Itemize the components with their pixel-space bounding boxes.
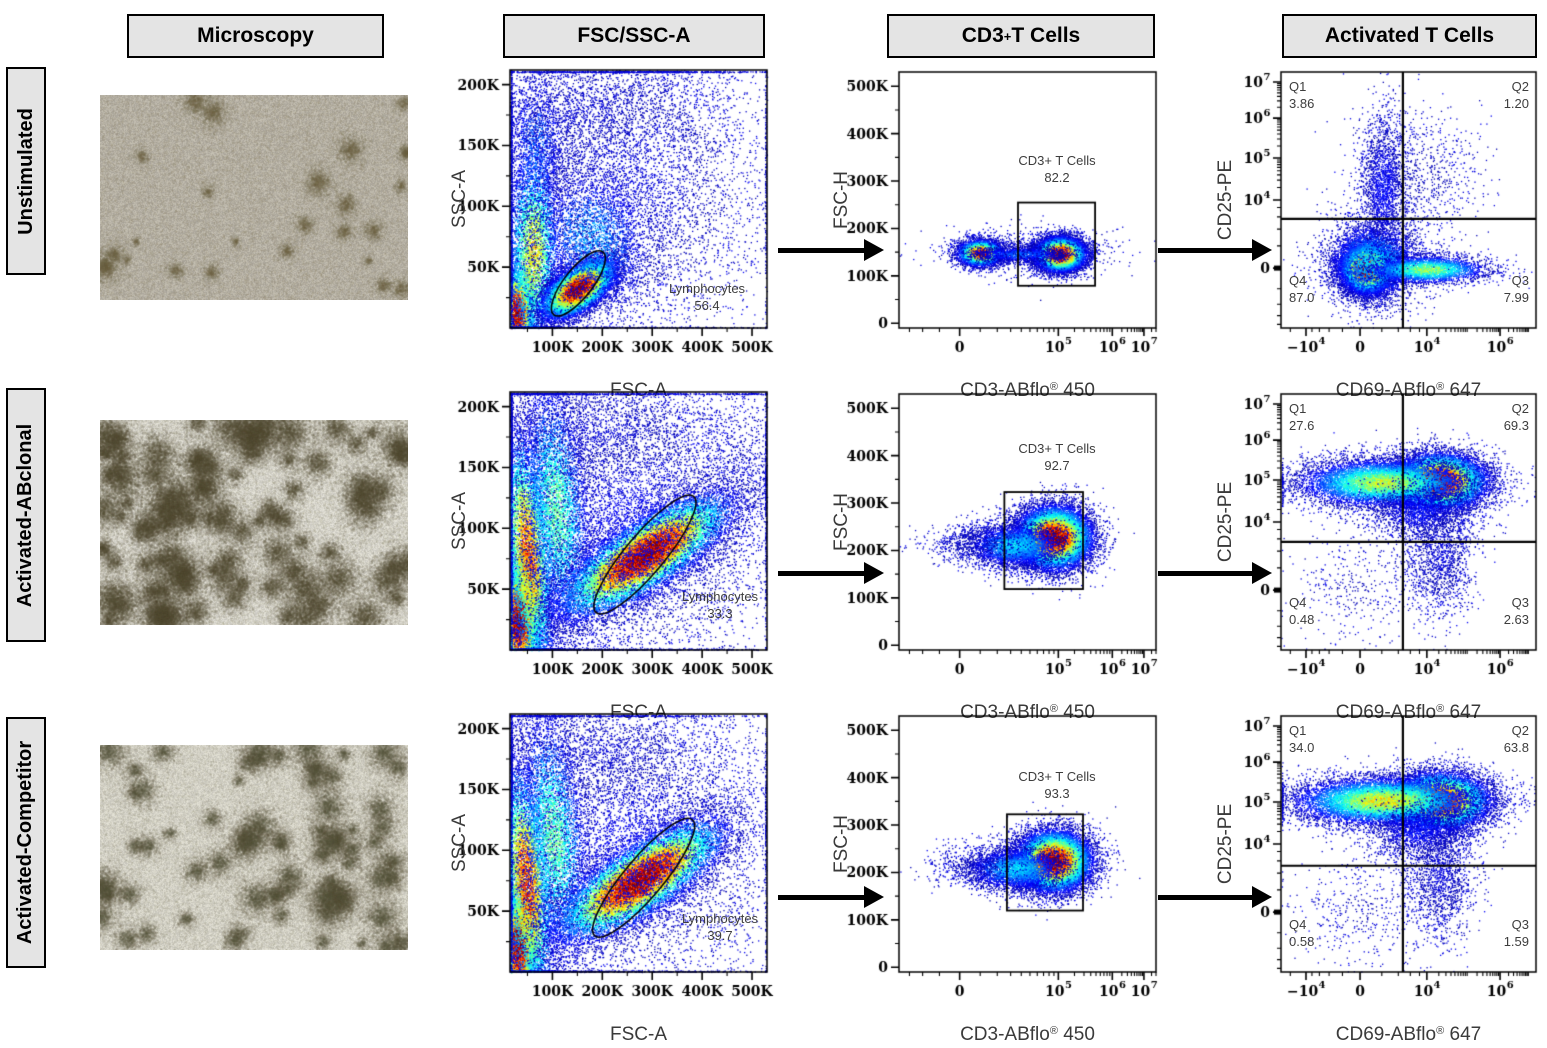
column-header-activated-t-cells: Activated T Cells bbox=[1282, 14, 1537, 58]
density-scatter-canvas bbox=[1222, 382, 1547, 702]
quadrant-label-q4: Q4 0.58 bbox=[1289, 917, 1315, 949]
microscopy-image-unstimulated bbox=[100, 95, 408, 300]
quadrant-label-q4: Q4 0.48 bbox=[1289, 595, 1315, 627]
gate-label: Lymphocytes 39.7 bbox=[681, 911, 759, 943]
gate-label: Lymphocytes 56.4 bbox=[668, 281, 746, 313]
column-header-fsc-ssc: FSC/SSC-A bbox=[503, 14, 765, 58]
y-axis-label: CD25-PE bbox=[1215, 159, 1236, 241]
row-label-unstimulated: Unstimulated bbox=[6, 67, 46, 275]
quadrant-label-q3: Q3 7.99 bbox=[1503, 273, 1529, 305]
density-scatter-canvas bbox=[450, 704, 780, 1024]
density-scatter-canvas bbox=[450, 382, 780, 702]
density-scatter-canvas bbox=[450, 60, 780, 380]
activation-quadrant-plot-activated-competitor: CD25-PE CD69-ABflo® 647 Q1 34.0 Q2 63.8 Q3… bbox=[1215, 704, 1547, 1048]
y-axis-label: CD25-PE bbox=[1215, 803, 1236, 885]
row-label-activated-competitor: Activated-Competitor bbox=[6, 717, 46, 968]
density-scatter-canvas bbox=[840, 60, 1170, 380]
x-axis-label: FSC-A bbox=[610, 1024, 667, 1045]
quadrant-label-q3: Q3 1.59 bbox=[1503, 917, 1529, 949]
quadrant-label-q3: Q3 2.63 bbox=[1503, 595, 1529, 627]
y-axis-label: CD25-PE bbox=[1215, 481, 1236, 563]
density-scatter-canvas bbox=[1222, 60, 1547, 380]
density-scatter-canvas bbox=[840, 704, 1170, 1024]
quadrant-label-q1: Q1 3.86 bbox=[1289, 79, 1315, 111]
y-axis-label: SSC-A bbox=[449, 813, 471, 873]
activation-quadrant-plot-unstimulated: CD25-PE CD69-ABflo® 647 Q13.86 Q21.20 Q3… bbox=[1215, 60, 1547, 410]
gate-label: CD3+ T Cells 93.3 bbox=[1018, 769, 1096, 801]
quadrant-label-q1: Q1 34.0 bbox=[1289, 723, 1315, 755]
y-axis-label: SSC-A bbox=[449, 491, 471, 551]
quadrant-label-q1: Q1 27.6 bbox=[1289, 401, 1315, 433]
microscopy-image-activated-abclonal bbox=[100, 420, 408, 625]
row-label-activated-abclonal: Activated-ABclonal bbox=[6, 388, 46, 642]
density-scatter-canvas bbox=[1222, 704, 1547, 1024]
x-axis-label: CD69-ABflo® 647 bbox=[1335, 1024, 1482, 1045]
y-axis-label: FSC-H bbox=[831, 170, 852, 230]
gate-label: Lymphocytes 33.3 bbox=[681, 589, 759, 621]
y-axis-label: SSC-A bbox=[449, 169, 471, 229]
column-header-microscopy: Microscopy bbox=[127, 14, 384, 58]
gate-label: CD3+ T Cells 82.2 bbox=[1018, 153, 1096, 185]
quadrant-label-q2: Q2 63.8 bbox=[1503, 723, 1529, 755]
quadrant-label-q2: Q2 69.3 bbox=[1503, 401, 1529, 433]
y-axis-label: FSC-H bbox=[831, 492, 852, 552]
microscopy-image-activated-competitor bbox=[100, 745, 408, 950]
fsc-ssc-plot-activated-competitor: SSC-A FSC-A Lymphocytes 39.7 bbox=[449, 704, 780, 1048]
column-header-cd3-t-cells: CD3 + T Cells bbox=[887, 14, 1155, 58]
y-axis-label: FSC-H bbox=[831, 814, 852, 874]
quadrant-label-q4: Q4 87.0 bbox=[1289, 273, 1315, 305]
gate-label: CD3+ T Cells 92.7 bbox=[1018, 441, 1096, 473]
quadrant-label-q2: Q2 1.20 bbox=[1503, 79, 1529, 111]
x-axis-label: CD3-ABflo® 450 bbox=[960, 1024, 1095, 1045]
density-scatter-canvas bbox=[840, 382, 1170, 702]
cd3-plot-activated-competitor: FSC-H CD3-ABflo® 450 CD3+ T Cells 93.3 bbox=[831, 704, 1170, 1048]
